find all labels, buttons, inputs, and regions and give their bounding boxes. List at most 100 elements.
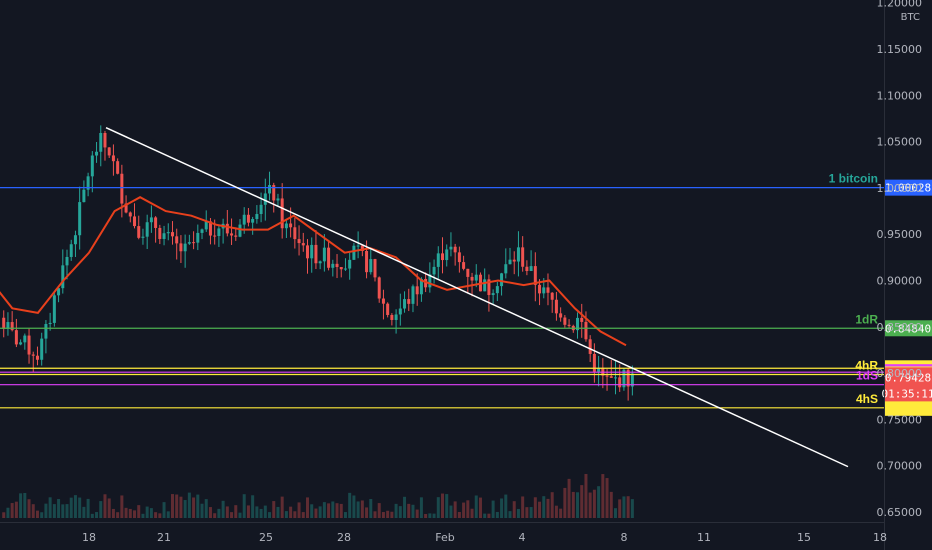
candle-body (204, 221, 208, 230)
candle-body (432, 266, 436, 275)
candle (525, 260, 529, 276)
candle-body (225, 223, 229, 234)
x-tick-label: 28 (337, 531, 351, 544)
volume-bar (35, 510, 39, 518)
candle (111, 144, 115, 176)
volume-bar (137, 505, 141, 518)
candle (154, 216, 158, 243)
candle-body (500, 273, 504, 287)
candle (554, 291, 558, 321)
candle-body (533, 266, 537, 285)
candle-body (512, 259, 516, 262)
candle (550, 292, 554, 313)
candle (99, 125, 103, 167)
y-tick-label: 1.20000 (877, 0, 923, 10)
volume-bar (284, 511, 288, 518)
candle (116, 158, 120, 175)
candle (508, 247, 512, 265)
volume-bar (331, 501, 335, 518)
candle (65, 249, 69, 280)
candle (343, 258, 347, 271)
volume-bar (592, 489, 596, 518)
volume-bar (588, 492, 592, 518)
candle (538, 279, 542, 306)
candle-body (474, 274, 478, 281)
candle-body (297, 239, 301, 244)
volume-bar (217, 508, 221, 518)
candle (166, 223, 170, 241)
volume-bar (339, 503, 343, 518)
volume-bar (491, 500, 495, 518)
x-tick-label: 15 (797, 531, 811, 544)
candle-body (289, 223, 293, 228)
price-axis-border (884, 0, 885, 550)
candle (449, 232, 453, 257)
candle-body (255, 214, 259, 220)
candle-body (567, 324, 571, 326)
volume-bar (242, 494, 246, 518)
candle-body (272, 185, 276, 201)
candle-body (441, 253, 445, 261)
volume-bar (293, 511, 297, 518)
candle (183, 234, 187, 268)
candle-body (386, 303, 390, 315)
volume-bar (584, 473, 588, 518)
candle (521, 236, 525, 272)
candle-body (453, 246, 457, 253)
candle (348, 252, 352, 280)
candle (82, 180, 86, 203)
volume-bar (268, 512, 272, 518)
candle-body (428, 274, 432, 288)
volume-bar (508, 511, 512, 518)
candle (546, 273, 550, 306)
candle-body (10, 322, 14, 331)
candle (360, 245, 364, 257)
candle-body (90, 155, 94, 177)
volume-bar (432, 513, 436, 518)
volume-bar (120, 495, 124, 518)
volume-bar (436, 497, 440, 518)
candle (613, 361, 617, 395)
candle-body (48, 322, 52, 325)
y-tick-label: 0.95000 (877, 228, 923, 241)
volume-bar (411, 504, 415, 518)
candle (128, 211, 132, 223)
volume-bar (360, 500, 364, 518)
candle (483, 268, 487, 292)
candle-body (234, 235, 238, 237)
candle-body (208, 221, 212, 236)
volume-bar (52, 504, 56, 518)
trendline[interactable] (105, 127, 849, 468)
volume-bar (111, 508, 115, 518)
candle (512, 251, 516, 275)
candle (293, 218, 297, 249)
volume-bar (31, 504, 35, 518)
candle (563, 315, 567, 328)
candle-body (622, 369, 626, 388)
candle (487, 274, 491, 312)
y-tick-label: 0.70000 (877, 460, 923, 473)
candle (57, 287, 61, 303)
candle-body (14, 330, 18, 345)
candle (301, 232, 305, 252)
candle-body (175, 236, 179, 244)
candle-body (504, 264, 508, 274)
volume-bar (626, 496, 630, 518)
candle (2, 310, 6, 338)
candle-body (179, 243, 183, 252)
y-tick-label: 1.10000 (877, 89, 923, 102)
volume-bar (622, 496, 626, 518)
candle (373, 258, 377, 282)
volume-bar (597, 486, 601, 518)
candle-body (124, 203, 128, 213)
volume-bar (335, 503, 339, 518)
volume-bar (23, 492, 27, 518)
candle (149, 205, 153, 233)
volume-bar (124, 507, 128, 518)
volume-bar (609, 491, 613, 518)
volume-bar (500, 498, 504, 518)
level-price-tag (884, 399, 932, 416)
current-price-text: 0.79428 (885, 371, 931, 384)
candle (394, 309, 398, 334)
